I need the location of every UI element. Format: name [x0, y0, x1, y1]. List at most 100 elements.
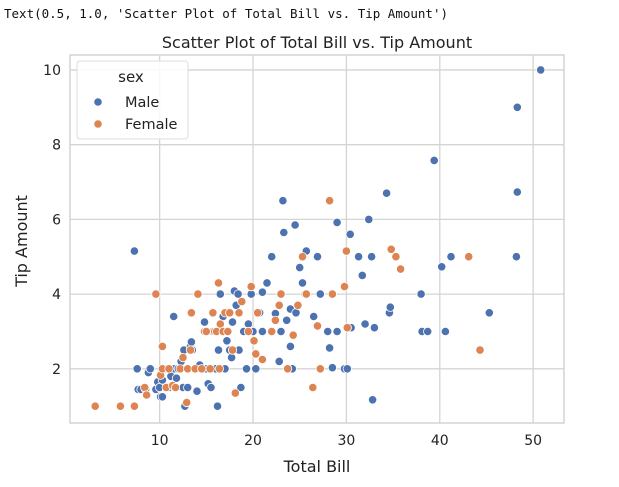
- point-female: [339, 281, 350, 292]
- point-male: [360, 319, 370, 329]
- point-male: [169, 311, 179, 322]
- point-male: [212, 401, 223, 411]
- point-female: [129, 401, 139, 411]
- point-male: [257, 287, 267, 297]
- point-male: [285, 341, 295, 351]
- y-tick-label: 2: [52, 362, 61, 378]
- point-female: [208, 308, 218, 318]
- point-male: [511, 252, 522, 262]
- point-male: [367, 395, 378, 405]
- point-female: [237, 296, 247, 307]
- point-male: [440, 326, 450, 337]
- point-female: [312, 321, 323, 331]
- point-female: [164, 364, 174, 374]
- point-female: [257, 354, 267, 365]
- point-female: [142, 390, 152, 400]
- point-female: [170, 382, 181, 393]
- point-female: [475, 345, 485, 355]
- legend-marker-male: [93, 97, 103, 107]
- output-repr-text: Text(0.5, 1.0, 'Scatter Plot of Total Bi…: [4, 6, 449, 21]
- point-male: [512, 102, 522, 112]
- point-male: [342, 364, 352, 374]
- point-male: [332, 326, 342, 337]
- point-male: [282, 315, 292, 325]
- point-female: [213, 278, 224, 288]
- point-female: [308, 382, 318, 393]
- chart-title: Scatter Plot of Total Bill vs. Tip Amoun…: [162, 33, 472, 52]
- point-female: [297, 252, 308, 262]
- point-male: [236, 382, 246, 393]
- point-female: [301, 289, 311, 299]
- point-female: [140, 382, 150, 393]
- point-male: [199, 317, 210, 327]
- point-female: [386, 244, 396, 254]
- point-female: [193, 289, 203, 299]
- x-tick-label: 50: [524, 433, 542, 449]
- point-female: [327, 289, 337, 299]
- point-male: [241, 364, 252, 374]
- point-male: [366, 252, 377, 262]
- legend-box: [76, 60, 189, 140]
- point-male: [290, 220, 300, 230]
- point-female: [249, 336, 259, 346]
- point-male: [186, 337, 196, 347]
- point-female: [395, 264, 406, 274]
- point-male: [416, 289, 426, 299]
- point-female: [205, 364, 215, 374]
- point-female: [185, 345, 196, 355]
- point-male: [345, 229, 355, 239]
- point-male: [512, 187, 522, 197]
- point-female: [324, 196, 335, 206]
- point-male: [291, 308, 301, 318]
- point-male: [484, 308, 494, 318]
- point-female: [157, 341, 167, 351]
- point-male: [215, 289, 225, 299]
- point-female: [243, 326, 253, 337]
- point-female: [182, 397, 192, 408]
- point-male: [385, 302, 395, 312]
- point-male: [145, 364, 155, 374]
- y-tick-label: 10: [43, 63, 61, 79]
- point-female: [214, 364, 224, 374]
- point-male: [332, 217, 342, 227]
- point-female: [186, 308, 196, 318]
- point-female: [225, 308, 235, 318]
- point-female: [223, 326, 233, 337]
- point-male: [324, 343, 335, 353]
- point-female: [276, 289, 286, 299]
- point-male: [233, 289, 243, 299]
- point-male: [257, 326, 267, 337]
- point-male: [157, 392, 167, 402]
- point-male: [222, 336, 232, 346]
- point-female: [341, 246, 351, 256]
- point-female: [293, 300, 303, 310]
- legend-marker-female: [93, 119, 103, 129]
- point-female: [274, 300, 284, 310]
- point-male: [267, 252, 277, 262]
- point-female: [253, 308, 263, 318]
- x-tick-label: 10: [151, 433, 169, 449]
- point-male: [183, 382, 193, 393]
- point-female: [197, 364, 207, 374]
- point-female: [288, 330, 298, 340]
- point-male: [381, 188, 392, 198]
- point-male: [192, 386, 202, 396]
- point-female: [251, 349, 261, 359]
- point-female: [270, 315, 280, 325]
- legend-label-female: Female: [125, 117, 178, 133]
- point-female: [267, 326, 277, 337]
- point-female: [391, 252, 401, 262]
- y-tick-label: 8: [52, 138, 61, 154]
- point-male: [129, 246, 139, 256]
- point-female: [282, 364, 293, 374]
- point-male: [206, 382, 216, 393]
- point-male: [297, 278, 308, 288]
- x-tick-label: 30: [338, 433, 356, 449]
- point-male: [423, 326, 433, 337]
- point-female: [151, 289, 161, 299]
- point-male: [171, 373, 182, 383]
- point-female: [115, 401, 126, 411]
- point-female: [234, 308, 244, 318]
- point-male: [429, 155, 439, 165]
- point-male: [227, 352, 237, 363]
